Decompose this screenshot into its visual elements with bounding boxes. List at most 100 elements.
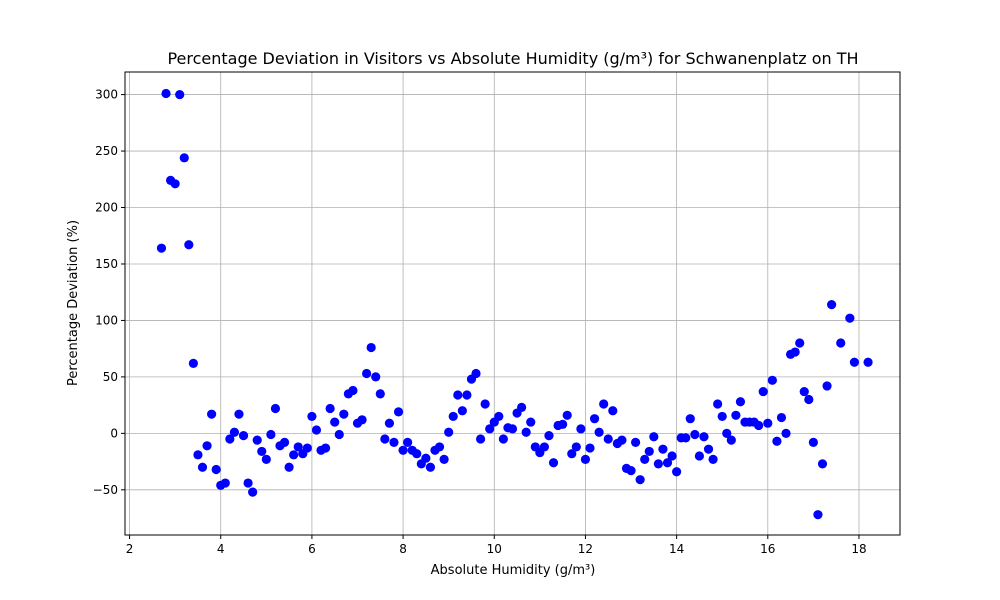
axis-ticks: 2 4 6 8 10 12 14 16 18 −50 0 50 100 150 200 250 300 xyxy=(93,88,867,556)
data-point xyxy=(822,381,832,391)
y-tick-label: 300 xyxy=(95,88,118,102)
data-point xyxy=(713,399,723,409)
data-point xyxy=(270,403,281,414)
x-tick-label: 8 xyxy=(399,542,407,556)
data-point xyxy=(311,425,322,435)
data-point xyxy=(457,406,467,416)
data-point xyxy=(389,437,399,447)
data-point xyxy=(567,449,577,459)
data-point xyxy=(562,410,572,420)
data-point xyxy=(197,462,208,472)
data-point xyxy=(325,403,335,414)
data-point xyxy=(421,453,431,463)
data-point xyxy=(526,417,536,427)
data-point xyxy=(229,427,240,437)
data-point xyxy=(261,454,271,464)
x-tick-label: 14 xyxy=(669,542,684,556)
data-point xyxy=(594,427,604,437)
data-point xyxy=(334,429,344,440)
data-point xyxy=(362,368,372,379)
data-point xyxy=(699,432,709,442)
data-point xyxy=(207,409,217,419)
data-point xyxy=(243,478,253,488)
chart-title: Percentage Deviation in Visitors vs Abso… xyxy=(167,49,858,68)
data-point xyxy=(348,385,358,396)
data-point xyxy=(462,390,472,400)
data-point xyxy=(781,428,791,438)
data-point xyxy=(393,407,404,417)
scatter-points xyxy=(156,88,873,520)
data-point xyxy=(726,435,736,445)
data-point xyxy=(220,478,230,488)
data-point xyxy=(403,437,413,447)
data-point xyxy=(284,462,294,472)
data-point xyxy=(658,444,668,454)
data-point xyxy=(179,153,189,163)
data-point xyxy=(380,434,390,444)
data-point xyxy=(808,437,818,447)
data-point xyxy=(795,338,805,348)
data-point xyxy=(434,442,445,452)
data-point xyxy=(576,424,586,434)
data-point xyxy=(234,409,244,419)
grid-lines xyxy=(125,72,900,535)
data-point xyxy=(708,454,718,464)
data-point xyxy=(266,429,276,440)
data-point xyxy=(175,89,185,100)
data-point xyxy=(339,409,349,419)
data-point xyxy=(694,451,705,461)
data-point xyxy=(585,443,595,453)
data-point xyxy=(225,434,235,444)
y-tick-label: 100 xyxy=(95,313,118,327)
plot-area-frame xyxy=(124,71,901,536)
data-point xyxy=(453,390,463,400)
data-point xyxy=(640,454,650,464)
data-point xyxy=(790,347,800,357)
data-point xyxy=(320,443,331,453)
x-tick-label: 12 xyxy=(578,542,593,556)
data-point xyxy=(703,444,714,454)
data-point xyxy=(475,434,486,444)
data-point xyxy=(772,436,782,446)
data-point xyxy=(672,467,682,477)
data-point xyxy=(589,414,600,424)
data-point xyxy=(371,372,381,382)
data-point xyxy=(735,397,746,407)
data-point xyxy=(161,88,171,99)
data-point xyxy=(330,417,340,427)
y-tick-label: 250 xyxy=(95,144,118,158)
data-point xyxy=(763,418,773,428)
data-point xyxy=(617,435,627,445)
data-point xyxy=(188,358,198,368)
data-point xyxy=(799,386,809,397)
x-axis-label: Absolute Humidity (g/m³) xyxy=(431,563,596,578)
data-point xyxy=(731,410,741,420)
data-point xyxy=(813,510,823,520)
data-point xyxy=(653,459,663,469)
x-tick-label: 10 xyxy=(487,542,502,556)
data-point xyxy=(539,442,550,452)
data-point xyxy=(662,458,673,468)
data-point xyxy=(211,464,221,475)
data-point xyxy=(375,389,385,399)
y-tick-label: 0 xyxy=(110,426,118,440)
data-point xyxy=(302,443,312,453)
data-point xyxy=(193,450,203,460)
data-point xyxy=(366,342,376,353)
data-point xyxy=(608,406,618,416)
data-point xyxy=(289,450,299,460)
data-point xyxy=(863,357,873,367)
data-point xyxy=(480,399,490,409)
data-point xyxy=(202,441,212,451)
data-point xyxy=(571,442,581,452)
y-tick-label: −50 xyxy=(93,483,118,497)
data-point xyxy=(817,459,828,469)
data-point xyxy=(754,420,764,431)
data-point xyxy=(293,442,303,452)
data-point xyxy=(521,427,531,437)
data-point xyxy=(722,428,732,438)
data-point xyxy=(507,424,518,434)
data-point xyxy=(517,402,527,412)
